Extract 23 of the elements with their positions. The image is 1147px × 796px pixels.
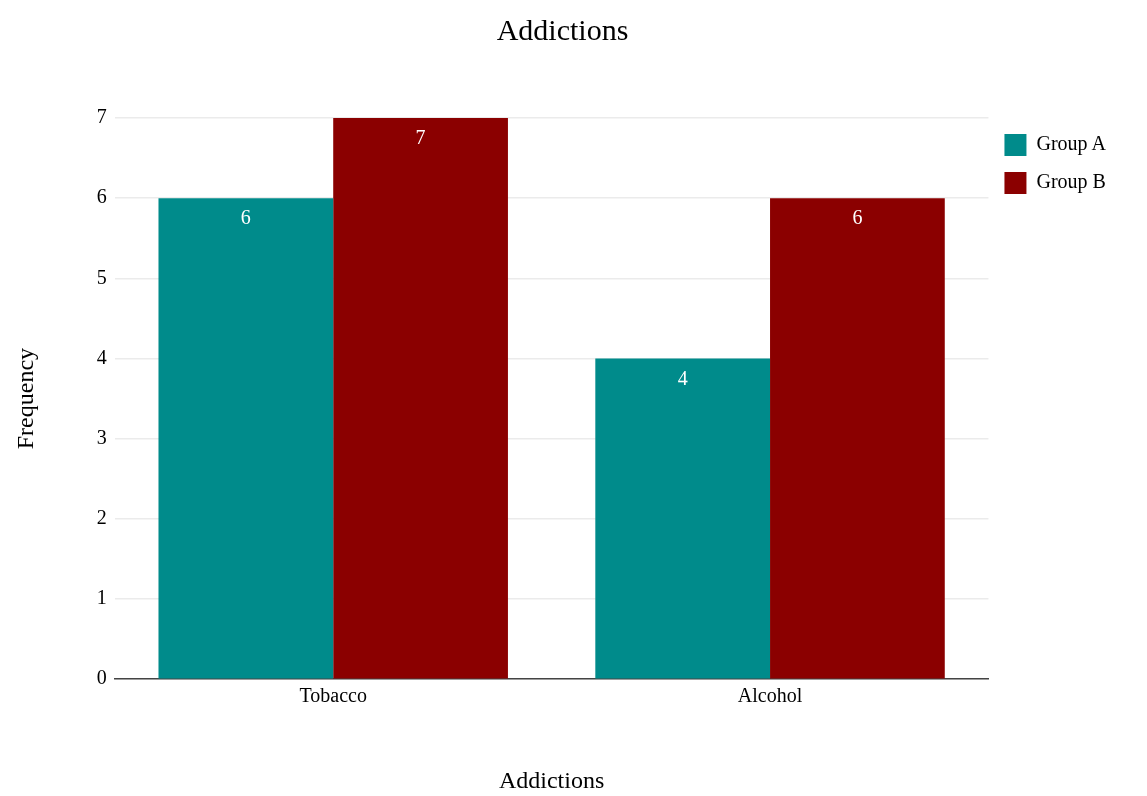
y-tick-label: 3	[96, 425, 107, 448]
data-label: 4	[677, 366, 688, 389]
legend-label: Group A	[1036, 132, 1107, 156]
y-tick-label: 1	[96, 586, 107, 609]
y-tick-label: 4	[96, 345, 107, 368]
y-tick-label: 0	[96, 666, 107, 689]
data-label: 6	[852, 206, 863, 229]
data-label: 6	[240, 206, 251, 229]
y-tick-label: 5	[96, 265, 107, 288]
y-tick-label: 7	[96, 105, 107, 128]
x-axis-title: Addictions	[498, 766, 605, 793]
x-tick-label: Alcohol	[737, 684, 803, 707]
y-tick-label: 2	[96, 506, 107, 529]
y-tick-label: 6	[96, 185, 107, 208]
y-axis-title: Frequency	[11, 347, 38, 450]
bar	[595, 358, 771, 679]
data-label: 7	[415, 126, 426, 149]
bar	[333, 118, 508, 679]
bar	[158, 198, 334, 679]
bar	[770, 198, 945, 679]
legend-label: Group B	[1036, 170, 1106, 194]
x-tick-label: Tobacco	[299, 684, 367, 707]
chart-title: Addictions	[496, 12, 629, 46]
